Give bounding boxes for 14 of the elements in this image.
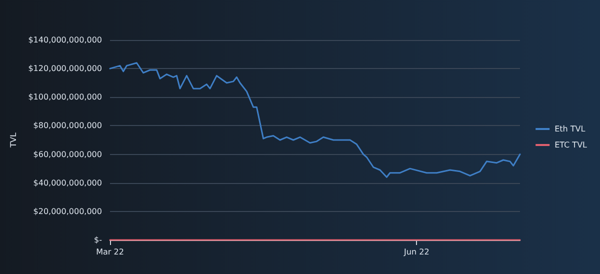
legend-label: Eth TVL [554, 124, 586, 134]
y-axis-title: TVL [8, 132, 18, 148]
legend-label: ETC TVL [554, 140, 588, 150]
y-tick-label: $20,000,000,000 [33, 206, 102, 216]
y-tick-label: $120,000,000,000 [28, 64, 102, 74]
y-tick-label: $- [94, 236, 102, 244]
y-tick-label: $100,000,000,000 [28, 92, 102, 102]
x-tick-label: Mar 22 [96, 248, 124, 256]
x-tick-label: Jun 22 [403, 248, 430, 256]
line-series [109, 62, 521, 178]
y-tick-label: $140,000,000,000 [28, 36, 102, 44]
y-tick-label: $60,000,000,000 [33, 150, 102, 159]
y-tick-label: $80,000,000,000 [33, 121, 102, 130]
y-tick-label: $40,000,000,000 [33, 178, 102, 188]
